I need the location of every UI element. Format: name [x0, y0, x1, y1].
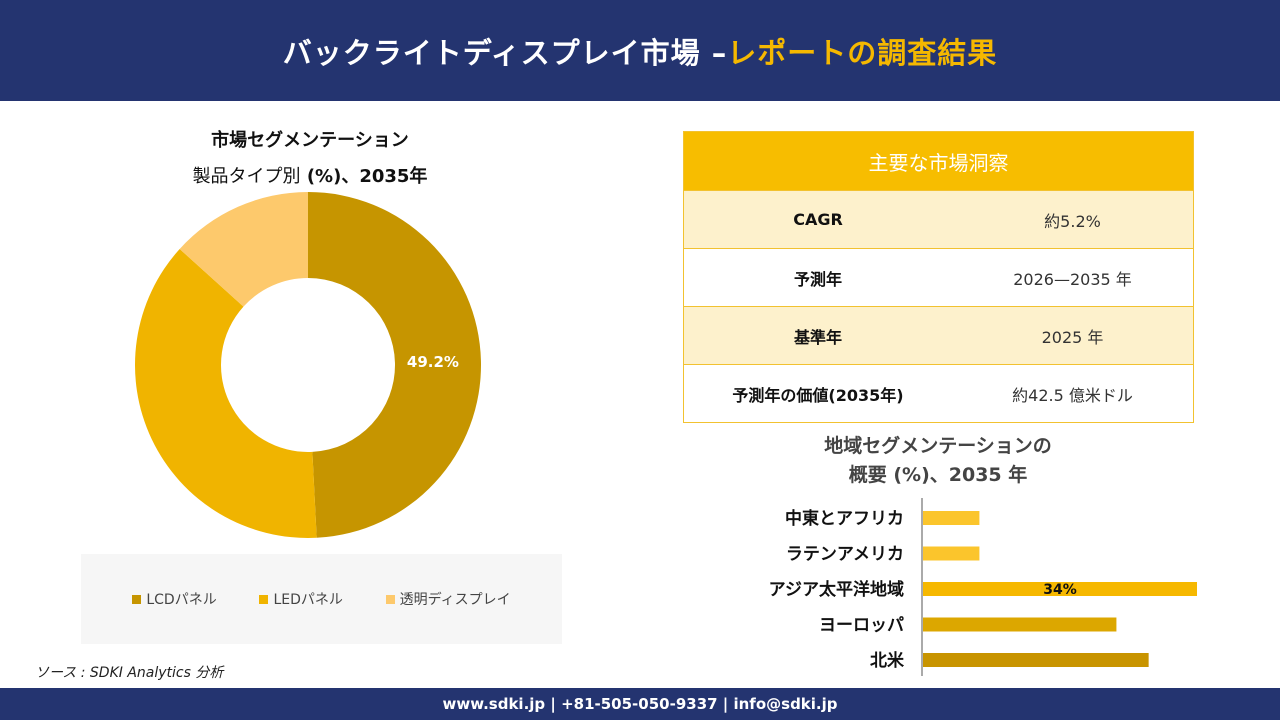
region-bar-label: ヨーロッパ: [819, 616, 904, 636]
insight-row: 基準年 2025 年: [684, 306, 1193, 364]
legend-label-led: LEDパネル: [273, 592, 343, 608]
insight-label: CAGR: [793, 210, 843, 229]
donut-data-label: 49.2%: [407, 353, 459, 371]
legend-label-lcd: LCDパネル: [146, 592, 217, 608]
insight-label: 予測年: [793, 269, 842, 289]
region-bar-label: 中東とアフリカ: [785, 508, 904, 529]
segmentation-subtitle-prefix: 製品タイプ別: [192, 166, 301, 187]
donut-slice: [308, 192, 481, 538]
insight-value: 2026—2035 年: [1013, 269, 1132, 289]
donut-legend: LCDパネル LEDパネル 透明ディスプレイ: [81, 554, 562, 644]
segmentation-title: 市場セグメンテーション: [211, 130, 409, 151]
region-bar: [923, 511, 980, 525]
region-bar-label: ラテンアメリカ: [786, 545, 904, 565]
insight-row: CAGR 約5.2%: [684, 190, 1193, 248]
region-bar: [923, 653, 1149, 667]
segmentation-subtitle: 製品タイプ別 (%)、2035年: [80, 162, 540, 188]
region-bar: [923, 546, 980, 561]
region-chart-title: 地域セグメンテーションの 概要 (%)、2035 年: [738, 432, 1138, 490]
region-bar-data-label: 34%: [1043, 582, 1077, 598]
insight-row: 予測年 2026—2035 年: [684, 248, 1193, 306]
legend-item-lcd: LCDパネル: [132, 589, 217, 609]
region-bar-label: 北米: [870, 650, 905, 671]
legend-item-led: LEDパネル: [259, 589, 343, 609]
product-type-donut-chart: 49.2%: [135, 192, 481, 539]
insight-label: 予測年の価値(2035年): [732, 385, 904, 405]
insight-row: 予測年の価値(2035年) 約42.5 億米ドル: [684, 364, 1193, 422]
legend-swatch-led: [259, 594, 269, 604]
page-title: バックライトディスプレイ市場 –レポートの調査結果: [283, 30, 998, 72]
page-title-accent: レポートの調査結果: [727, 35, 998, 70]
region-bar: [923, 617, 1117, 632]
region-title-line2: 概要 (%)、2035 年: [848, 464, 1028, 486]
legend-swatch-lcd: [132, 594, 142, 604]
legend-label-transparent: 透明ディスプレイ: [399, 592, 511, 608]
legend-item-transparent: 透明ディスプレイ: [385, 589, 511, 609]
header-banner: バックライトディスプレイ市場 –レポートの調査結果: [0, 0, 1280, 101]
insight-value: 2025 年: [1041, 327, 1104, 347]
region-bar-label: アジア太平洋地域: [769, 579, 904, 600]
segmentation-subtitle-bold: (%)、2035年: [300, 166, 428, 187]
source-note: ソース : SDKI Analytics 分析: [35, 665, 224, 681]
page-title-main: バックライトディスプレイ市場 –: [282, 35, 728, 70]
insights-title: 主要な市場洞察: [684, 132, 1193, 190]
footer-contact: www.sdki.jp | +81-505-050-9337 | info@sd…: [0, 688, 1280, 720]
insight-value: 約42.5 億米ドル: [1012, 385, 1133, 405]
insight-label: 基準年: [793, 327, 842, 347]
donut-slice: [135, 248, 317, 539]
donut-slice: [179, 192, 308, 307]
region-bar: [923, 582, 1197, 596]
insight-value: 約5.2%: [1044, 211, 1101, 231]
legend-swatch-transparent: [385, 594, 395, 604]
region-title-line1: 地域セグメンテーションの: [824, 435, 1052, 457]
key-insights-table: 主要な市場洞察 CAGR 約5.2% 予測年 2026—2035 年 基準年 2…: [683, 131, 1194, 423]
